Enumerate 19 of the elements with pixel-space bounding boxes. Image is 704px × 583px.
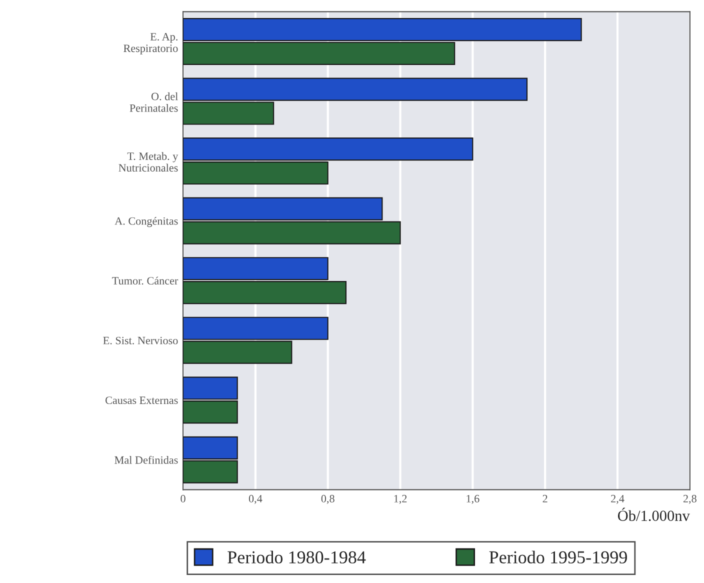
legend-label: Periodo 1995-1999 [489,550,627,564]
x-tick-label: 0 [180,494,186,502]
y-tick-label: O. del Perinatales [130,92,178,112]
y-tick-label: T. Metab. y Nutricionales [118,152,178,172]
x-tick-label: 2,4 [611,494,624,504]
y-tick-label: Causas Externas [106,396,178,404]
x-tick-label: 0,4 [248,494,262,504]
y-tick-label: A. Congénitas [114,216,178,228]
x-tick-label: 2,8 [683,494,696,504]
x-tick-label: 2 [542,494,548,502]
x-axis-title: Ób/1.000nv [618,508,690,522]
x-tick-label: 0,8 [321,494,334,504]
legend-label: Periodo 1980-1984 [228,550,366,564]
y-tick-label: Mal Definidas [114,456,178,464]
y-tick-label: E. Sist. Nervioso [103,336,178,344]
y-tick-label: Tumor. Cáncer [112,276,178,285]
x-tick-label: 1,2 [394,494,407,504]
x-tick-label: 1,6 [466,494,480,504]
y-tick-label: E. Ap. Respiratorio [124,33,178,54]
